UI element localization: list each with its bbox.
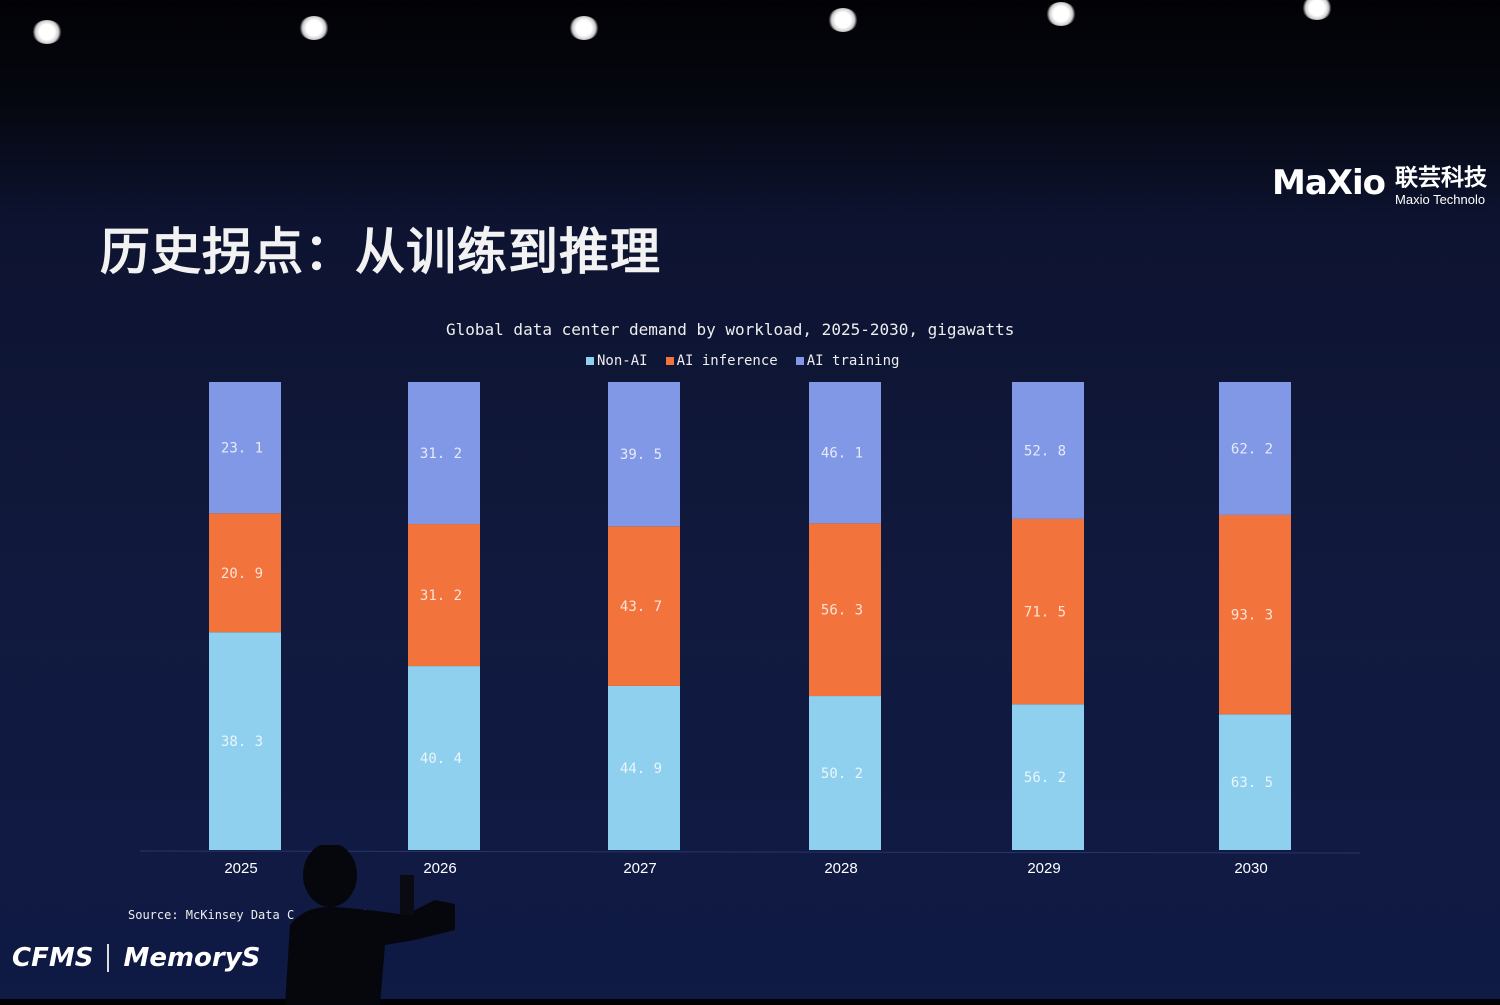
- stage-light: [1302, 0, 1332, 20]
- bar-segment-ai-inference: [408, 524, 480, 667]
- logo-cn: 联芸科技: [1395, 165, 1488, 191]
- data-label: 20. 9: [221, 566, 263, 582]
- bar-segment-ai-training: [209, 382, 281, 514]
- bar-segment-ai-inference: [809, 523, 881, 697]
- bar-segment-ai-inference: [209, 513, 281, 633]
- footer-logos: CFMS MemoryS: [12, 943, 260, 973]
- stage-light: [299, 16, 329, 40]
- data-label: 43. 7: [620, 599, 662, 615]
- stage-light: [828, 8, 858, 32]
- data-label: 56. 3: [821, 603, 863, 619]
- x-tick-label: 2027: [623, 860, 656, 877]
- chart-title: Global data center demand by workload, 2…: [446, 320, 1015, 339]
- data-label: 38. 3: [221, 734, 263, 750]
- x-tick-label: 2026: [423, 860, 456, 877]
- data-label: 31. 2: [420, 588, 462, 604]
- memorys-logo: MemoryS: [123, 943, 261, 973]
- data-label: 31. 2: [420, 446, 462, 462]
- data-label: 40. 4: [420, 751, 462, 767]
- x-tick-label: 2029: [1027, 860, 1060, 877]
- data-label: 71. 5: [1024, 605, 1066, 621]
- bar-segment-ai-training: [608, 382, 680, 527]
- bar-segment-ai-training: [809, 382, 881, 524]
- stage-light: [1046, 2, 1076, 26]
- stage-light: [569, 16, 599, 40]
- bar-segment-ai-inference: [1219, 514, 1291, 715]
- data-label: 23. 1: [221, 441, 263, 457]
- bar-segment-ai-training: [408, 382, 480, 525]
- x-tick-label: 2028: [824, 860, 857, 877]
- x-tick-label: 2030: [1234, 860, 1267, 877]
- chart-legend: Non-AI AI inference AI training: [586, 353, 899, 369]
- data-label: 46. 1: [821, 446, 863, 462]
- data-label: 50. 2: [821, 766, 863, 782]
- bar-segment-non-ai: [608, 685, 680, 850]
- data-label: 52. 8: [1024, 443, 1066, 459]
- legend-item-non-ai: Non-AI: [586, 353, 648, 369]
- data-label: 39. 5: [620, 447, 662, 463]
- cfms-logo: CFMS: [12, 943, 94, 973]
- logo-mark: MaXio: [1272, 162, 1386, 203]
- x-tick-label: 2025: [224, 860, 257, 877]
- legend-item-ai-training: AI training: [795, 353, 899, 369]
- bar-segment-non-ai: [809, 696, 881, 850]
- maxio-logo: MaXio 联芸科技 Maxio Technolo: [1272, 158, 1488, 208]
- bar-segment-non-ai: [408, 666, 480, 850]
- bar-segment-non-ai: [209, 632, 281, 850]
- data-label: 44. 9: [620, 761, 662, 777]
- data-label: 56. 2: [1024, 770, 1066, 786]
- stage-light: [32, 20, 62, 44]
- divider: [107, 944, 110, 972]
- logo-en: Maxio Technolo: [1395, 192, 1486, 207]
- data-label: 93. 3: [1231, 608, 1273, 624]
- bar-segment-ai-training: [1012, 382, 1084, 519]
- bar-segment-ai-inference: [1012, 518, 1084, 705]
- bar-segment-ai-training: [1219, 382, 1291, 515]
- bar-segment-non-ai: [1012, 704, 1084, 850]
- photographer-silhouette: [285, 845, 455, 1005]
- slide-title: 历史拐点：从训练到推理: [100, 223, 661, 281]
- legend-item-ai-inference: AI inference: [665, 353, 778, 369]
- data-label: 62. 2: [1231, 441, 1273, 457]
- data-label: 63. 5: [1231, 775, 1273, 791]
- bar-segment-ai-inference: [608, 526, 680, 686]
- bar-segment-non-ai: [1219, 714, 1291, 850]
